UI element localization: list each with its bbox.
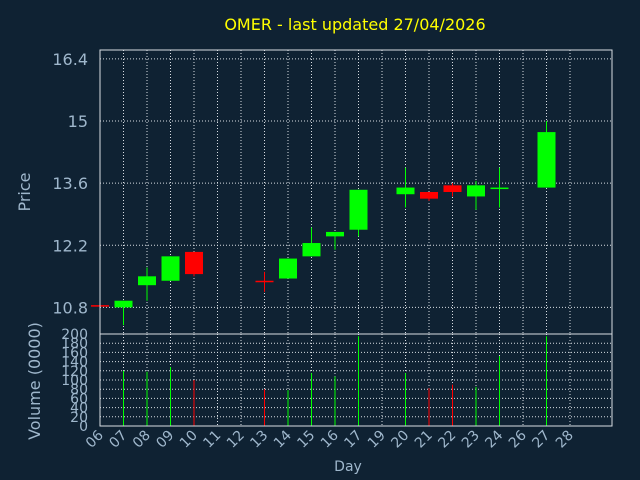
candle bbox=[396, 167, 415, 208]
candle bbox=[302, 227, 321, 257]
candle bbox=[138, 267, 156, 301]
candle-body bbox=[396, 187, 415, 195]
price-tick-label: 13.6 bbox=[52, 174, 88, 193]
volume-tick-label: 160 bbox=[61, 345, 88, 361]
volume-tick-label: 140 bbox=[61, 355, 88, 371]
price-axis-label: Price bbox=[15, 172, 34, 211]
candle bbox=[420, 192, 438, 201]
volume-tick-label: 200 bbox=[61, 327, 88, 343]
candle-body bbox=[467, 185, 485, 197]
candle-body bbox=[490, 187, 509, 190]
price-tick-label: 15 bbox=[68, 112, 88, 131]
volume-tick-label: 100 bbox=[61, 373, 88, 389]
volume-tick-label: 20 bbox=[70, 410, 88, 426]
price-tick-label: 10.8 bbox=[52, 298, 88, 317]
candle-body bbox=[443, 185, 462, 192]
candle bbox=[279, 258, 297, 279]
candle-body bbox=[161, 256, 180, 281]
candle bbox=[490, 167, 509, 208]
candle bbox=[114, 300, 133, 326]
candle bbox=[161, 256, 180, 281]
volume-frame bbox=[99, 333, 613, 427]
volume-tick-label: 40 bbox=[70, 401, 88, 417]
price-tick-label: 16.4 bbox=[52, 50, 88, 69]
price-y-ticks: 16.4 15 13.6 12.2 10.8 bbox=[52, 50, 88, 318]
candle bbox=[185, 251, 203, 277]
volume-axis-label: Volume (0000) bbox=[25, 322, 44, 440]
candle-body bbox=[255, 280, 274, 283]
candle-body bbox=[537, 132, 556, 188]
candle-body bbox=[420, 192, 438, 199]
x-axis-label: Day bbox=[334, 459, 362, 475]
candle-body bbox=[138, 276, 156, 286]
volume-tick-label: 0 bbox=[79, 419, 88, 435]
candle-body bbox=[349, 189, 368, 230]
price-tick-label: 12.2 bbox=[52, 236, 88, 255]
volume-tick-label: 120 bbox=[61, 364, 88, 380]
candles bbox=[91, 121, 556, 326]
candle bbox=[443, 183, 462, 197]
candle-body bbox=[185, 251, 203, 275]
volume-tick-label: 60 bbox=[70, 391, 88, 407]
candle-body bbox=[302, 243, 321, 257]
candle-body bbox=[114, 300, 133, 308]
candle bbox=[349, 189, 368, 237]
volume-tick-label: 180 bbox=[61, 336, 88, 352]
candle bbox=[467, 180, 485, 210]
candle bbox=[537, 121, 556, 188]
candle bbox=[255, 271, 274, 292]
volume-bars bbox=[123, 336, 547, 426]
candle bbox=[326, 231, 344, 250]
volume-tick-label: 80 bbox=[70, 382, 88, 398]
candle-body bbox=[326, 231, 344, 237]
candle-body bbox=[279, 258, 297, 279]
chart-title: OMER - last updated 27/04/2026 bbox=[224, 15, 485, 34]
